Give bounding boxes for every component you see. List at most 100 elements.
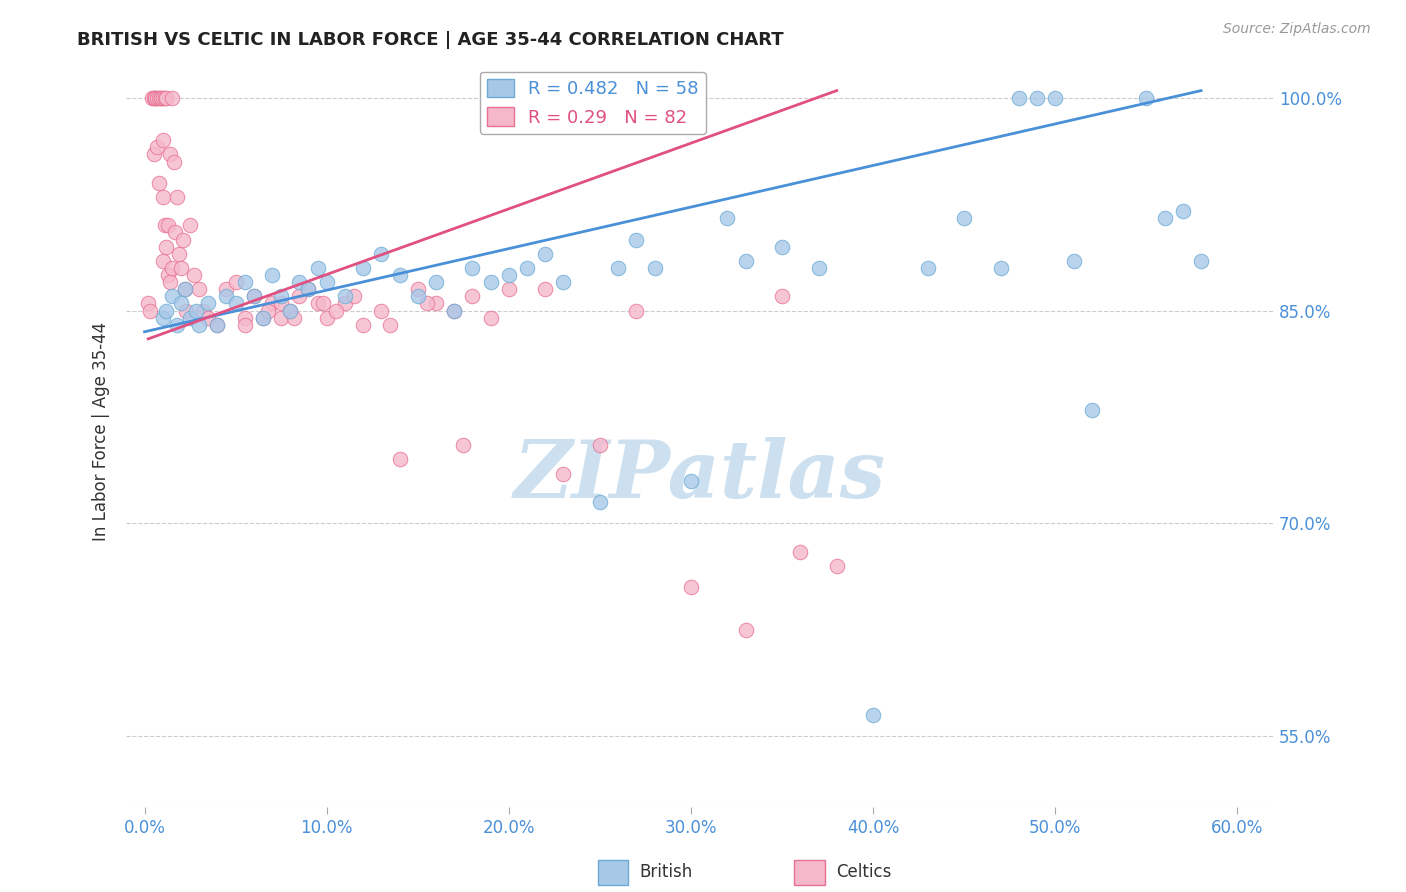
Point bbox=[283, 310, 305, 325]
Point bbox=[142, 91, 165, 105]
Point bbox=[425, 275, 447, 289]
Point bbox=[173, 282, 195, 296]
Point bbox=[225, 296, 247, 310]
Point bbox=[215, 289, 238, 303]
Point bbox=[157, 219, 180, 233]
Point bbox=[163, 154, 186, 169]
Point bbox=[278, 303, 301, 318]
Point bbox=[553, 275, 575, 289]
Text: ZIPatlas: ZIPatlas bbox=[515, 437, 886, 515]
Point bbox=[370, 303, 392, 318]
Point bbox=[145, 91, 167, 105]
Point bbox=[425, 296, 447, 310]
Point bbox=[260, 268, 283, 282]
Point bbox=[146, 140, 169, 154]
Point bbox=[157, 268, 180, 282]
Point bbox=[1135, 91, 1157, 105]
Point bbox=[770, 289, 793, 303]
Point bbox=[312, 296, 335, 310]
Point bbox=[160, 289, 183, 303]
Point bbox=[862, 707, 884, 722]
Point bbox=[734, 623, 756, 637]
Point bbox=[352, 260, 374, 275]
Point bbox=[159, 275, 181, 289]
Point bbox=[148, 176, 170, 190]
Point bbox=[270, 310, 292, 325]
Point bbox=[288, 289, 311, 303]
Legend: R = 0.482   N = 58, R = 0.29   N = 82: R = 0.482 N = 58, R = 0.29 N = 82 bbox=[479, 71, 706, 134]
Point bbox=[155, 303, 177, 318]
Y-axis label: In Labor Force | Age 35-44: In Labor Force | Age 35-44 bbox=[93, 321, 110, 541]
Point bbox=[139, 303, 162, 318]
Point bbox=[152, 253, 174, 268]
Point bbox=[1171, 204, 1194, 219]
Point bbox=[270, 289, 292, 303]
Point bbox=[770, 240, 793, 254]
Point bbox=[225, 275, 247, 289]
Point bbox=[388, 452, 411, 467]
Point bbox=[165, 226, 187, 240]
Text: Source: ZipAtlas.com: Source: ZipAtlas.com bbox=[1223, 22, 1371, 37]
Point bbox=[589, 438, 612, 452]
Point bbox=[589, 495, 612, 509]
Point bbox=[953, 211, 976, 226]
Point bbox=[149, 91, 172, 105]
Point bbox=[136, 296, 159, 310]
Point bbox=[679, 580, 702, 594]
Text: Celtics: Celtics bbox=[837, 863, 891, 881]
Point bbox=[188, 282, 211, 296]
Point bbox=[917, 260, 939, 275]
Point bbox=[207, 318, 229, 332]
Point bbox=[990, 260, 1012, 275]
Point bbox=[233, 318, 256, 332]
Point bbox=[315, 275, 337, 289]
Point bbox=[553, 467, 575, 481]
Point bbox=[197, 310, 219, 325]
Point bbox=[270, 296, 292, 310]
Point bbox=[146, 91, 169, 105]
Point bbox=[166, 318, 188, 332]
Point bbox=[406, 282, 429, 296]
Point bbox=[1153, 211, 1175, 226]
Point bbox=[498, 282, 520, 296]
Point bbox=[152, 91, 174, 105]
Point bbox=[443, 303, 465, 318]
Point bbox=[370, 246, 392, 260]
Point bbox=[176, 303, 198, 318]
Point bbox=[233, 310, 256, 325]
Point bbox=[179, 310, 201, 325]
Point bbox=[179, 219, 201, 233]
Point bbox=[1008, 91, 1031, 105]
Point bbox=[380, 318, 402, 332]
Point bbox=[1026, 91, 1049, 105]
Point bbox=[333, 296, 356, 310]
Point bbox=[173, 282, 195, 296]
Point bbox=[679, 474, 702, 488]
Point bbox=[297, 282, 319, 296]
Point bbox=[626, 233, 648, 247]
Text: BRITISH VS CELTIC IN LABOR FORCE | AGE 35-44 CORRELATION CHART: BRITISH VS CELTIC IN LABOR FORCE | AGE 3… bbox=[77, 31, 785, 49]
Point bbox=[315, 310, 337, 325]
Point bbox=[406, 289, 429, 303]
Point bbox=[243, 289, 266, 303]
Point bbox=[278, 303, 301, 318]
Point bbox=[534, 246, 557, 260]
Point bbox=[352, 318, 374, 332]
Point bbox=[160, 260, 183, 275]
Point bbox=[288, 275, 311, 289]
Point bbox=[1045, 91, 1067, 105]
Point bbox=[153, 91, 176, 105]
Text: British: British bbox=[640, 863, 693, 881]
Point bbox=[343, 289, 366, 303]
Point bbox=[243, 289, 266, 303]
Point bbox=[155, 240, 177, 254]
Point bbox=[149, 91, 172, 105]
Point bbox=[333, 289, 356, 303]
Point bbox=[257, 303, 280, 318]
Point bbox=[159, 147, 181, 161]
Point bbox=[252, 310, 274, 325]
Point bbox=[148, 91, 170, 105]
Point bbox=[734, 253, 756, 268]
Point bbox=[498, 268, 520, 282]
Point bbox=[307, 260, 329, 275]
